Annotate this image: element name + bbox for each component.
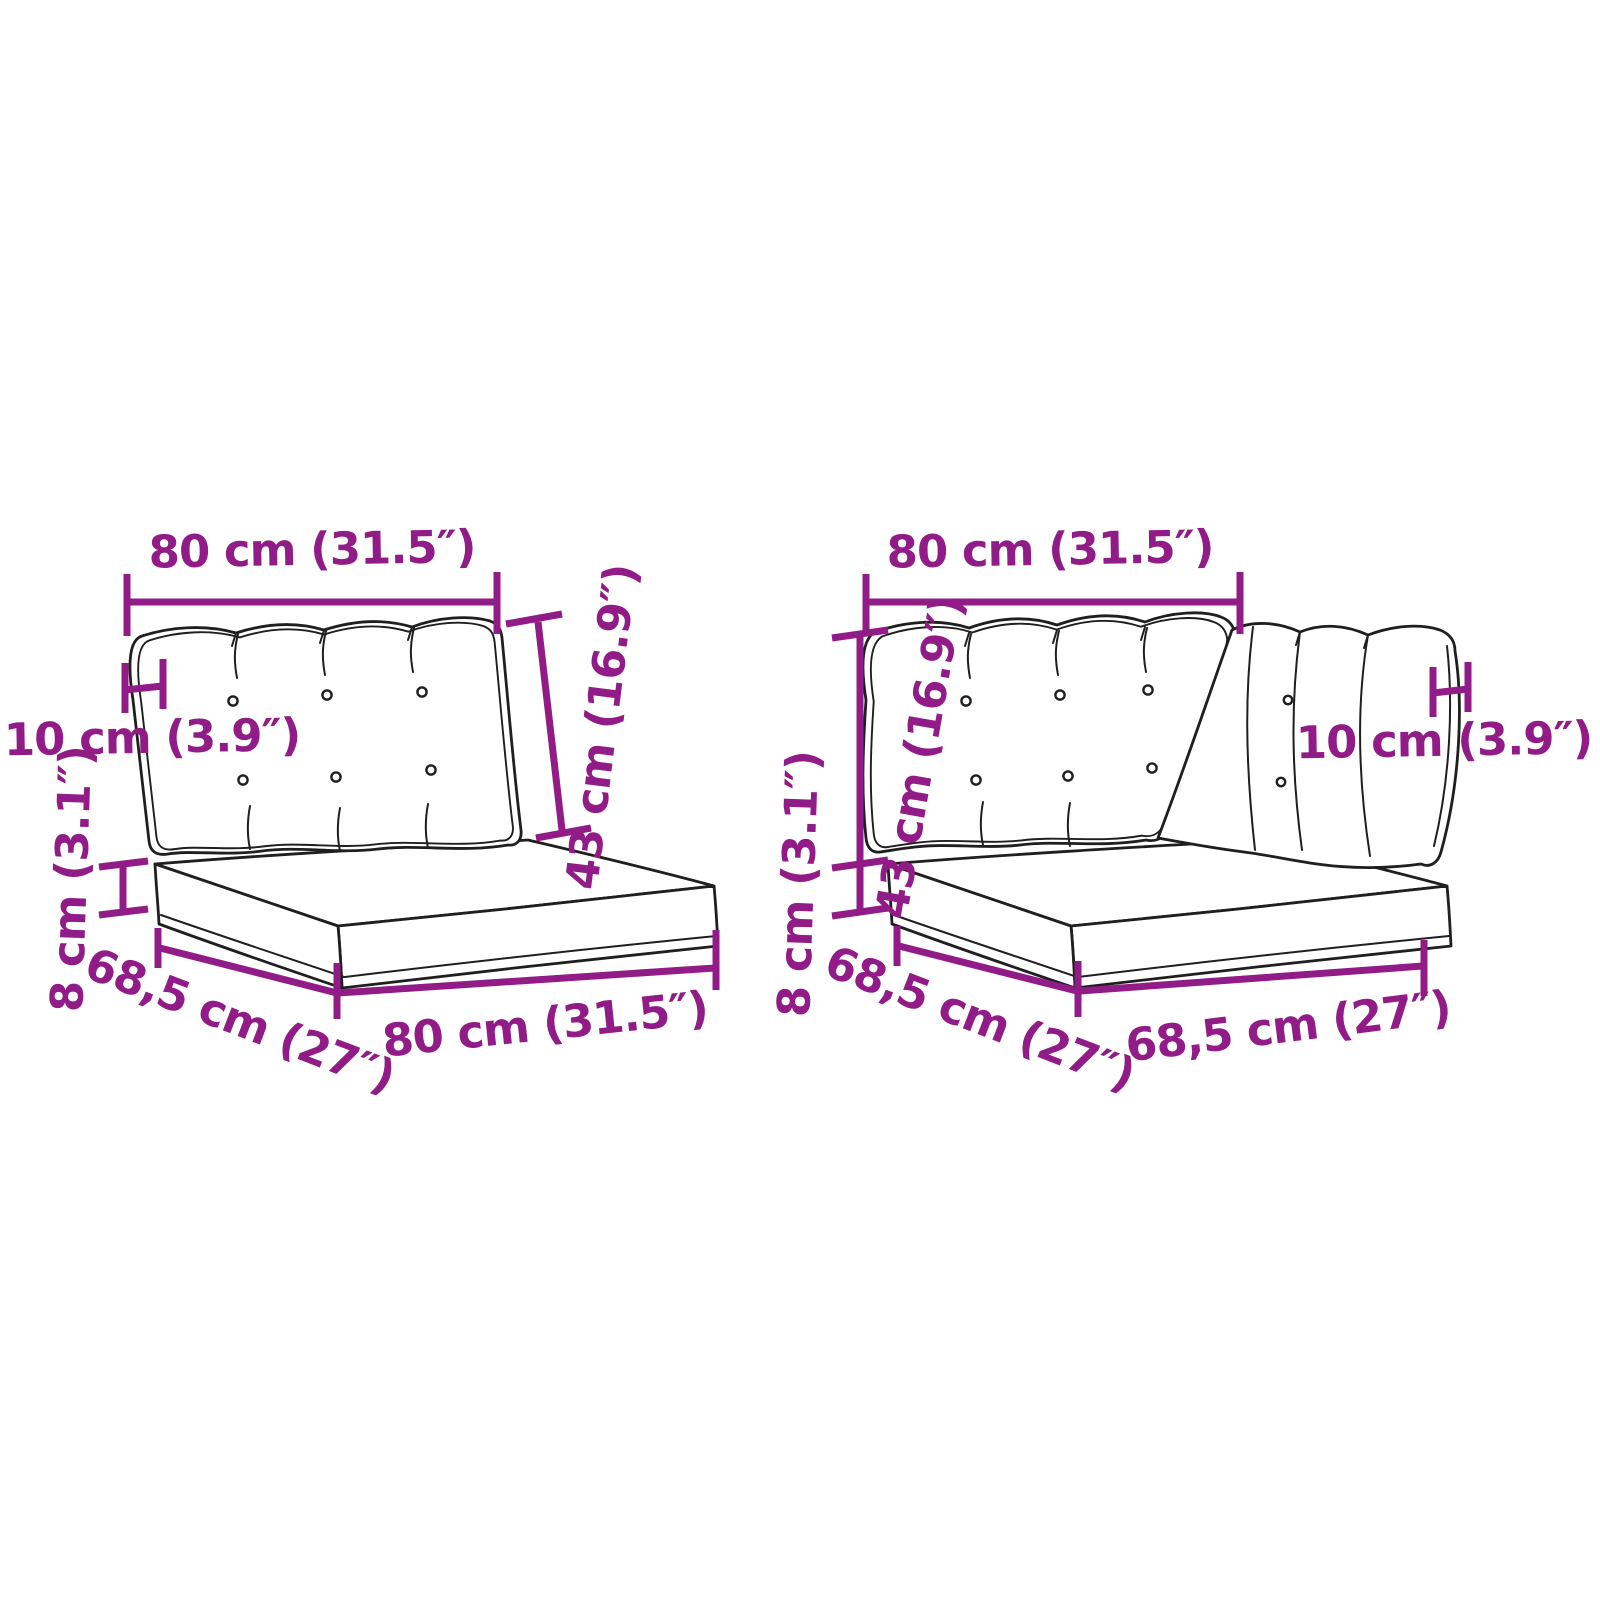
right-side-cushion	[1156, 622, 1461, 870]
dim-left-back-thickness: 10 cm (3.9″)	[3, 659, 301, 766]
dim-right-seat-thickness-label: 8 cm (3.1″)	[767, 750, 829, 1018]
right-back-crease	[1054, 630, 1060, 676]
right-back-crease	[966, 633, 972, 679]
dim-right-seat-thickness: 8 cm (3.1″)	[767, 750, 829, 1018]
dim-left-seat-thickness-label: 8 cm (3.1″)	[40, 745, 102, 1013]
left-back-button	[237, 774, 249, 786]
dim-right-back-width: 80 cm (31.5″)	[862, 520, 1244, 636]
side-cushion-wrinkle	[1295, 631, 1369, 649]
side-cushion-pleat	[1358, 634, 1371, 857]
left-seat-seam-side	[160, 914, 345, 978]
left-back-button	[425, 764, 437, 776]
dim-left-back-thickness-label: 10 cm (3.9″)	[3, 708, 300, 766]
dim-right-seat-front-width-label: 68,5 cm (27″)	[1123, 980, 1454, 1072]
right-seat-seam	[1077, 935, 1450, 978]
right-back-button	[970, 774, 982, 786]
dim-right-side-thickness: 10 cm (3.9″)	[1295, 662, 1593, 769]
left-seat-seam	[344, 935, 717, 978]
right-seat-seam-side	[893, 914, 1078, 978]
dim-right-side-thickness-label: 10 cm (3.9″)	[1295, 711, 1592, 769]
right-back-wrinkle	[964, 626, 1146, 647]
left-back-crease	[321, 630, 327, 676]
right-back-button	[960, 695, 972, 707]
left-seat-cushion	[153, 838, 720, 990]
left-back-button	[330, 771, 342, 783]
right-back-crease	[1142, 627, 1148, 673]
left-back-wrinkle	[231, 626, 413, 647]
side-cushion-piping	[1433, 645, 1452, 847]
right-back-crease	[979, 801, 984, 846]
side-cushion-button	[1275, 776, 1287, 788]
left-back-crease	[409, 627, 415, 673]
left-back-crease	[336, 807, 341, 852]
left-back-crease	[233, 633, 239, 679]
dim-left-seat-thickness: 8 cm (3.1″)	[40, 745, 149, 1013]
dim-left-back-width-label: 80 cm (31.5″)	[148, 520, 476, 579]
side-cushion-pleat	[1292, 631, 1303, 851]
left-back-button	[321, 689, 333, 701]
side-cushion-button	[1282, 694, 1294, 706]
right-back-button	[1062, 770, 1074, 782]
dim-left-back-height-label: 43 cm (16.9″)	[555, 562, 647, 893]
dim-left-seat-width-label: 80 cm (31.5″)	[380, 981, 711, 1068]
left-back-button	[416, 686, 428, 698]
right-back-button	[1142, 684, 1154, 696]
left-back-cushion	[128, 616, 523, 856]
left-back-crease	[424, 803, 429, 849]
right-back-button	[1054, 689, 1066, 701]
left-back-button	[227, 695, 239, 707]
dim-left-back-width: 80 cm (31.5″)	[123, 520, 501, 636]
left-back-crease	[246, 805, 251, 850]
left-seat-side-face	[153, 862, 344, 990]
side-cushion-pleat	[1246, 626, 1256, 851]
left-cushion-set	[128, 616, 720, 990]
right-back-button	[1146, 762, 1158, 774]
right-cushion-set	[861, 611, 1461, 990]
right-back-crease	[1066, 802, 1071, 847]
right-back-cushion	[861, 611, 1237, 854]
dim-right-back-width-label: 80 cm (31.5″)	[886, 520, 1214, 579]
